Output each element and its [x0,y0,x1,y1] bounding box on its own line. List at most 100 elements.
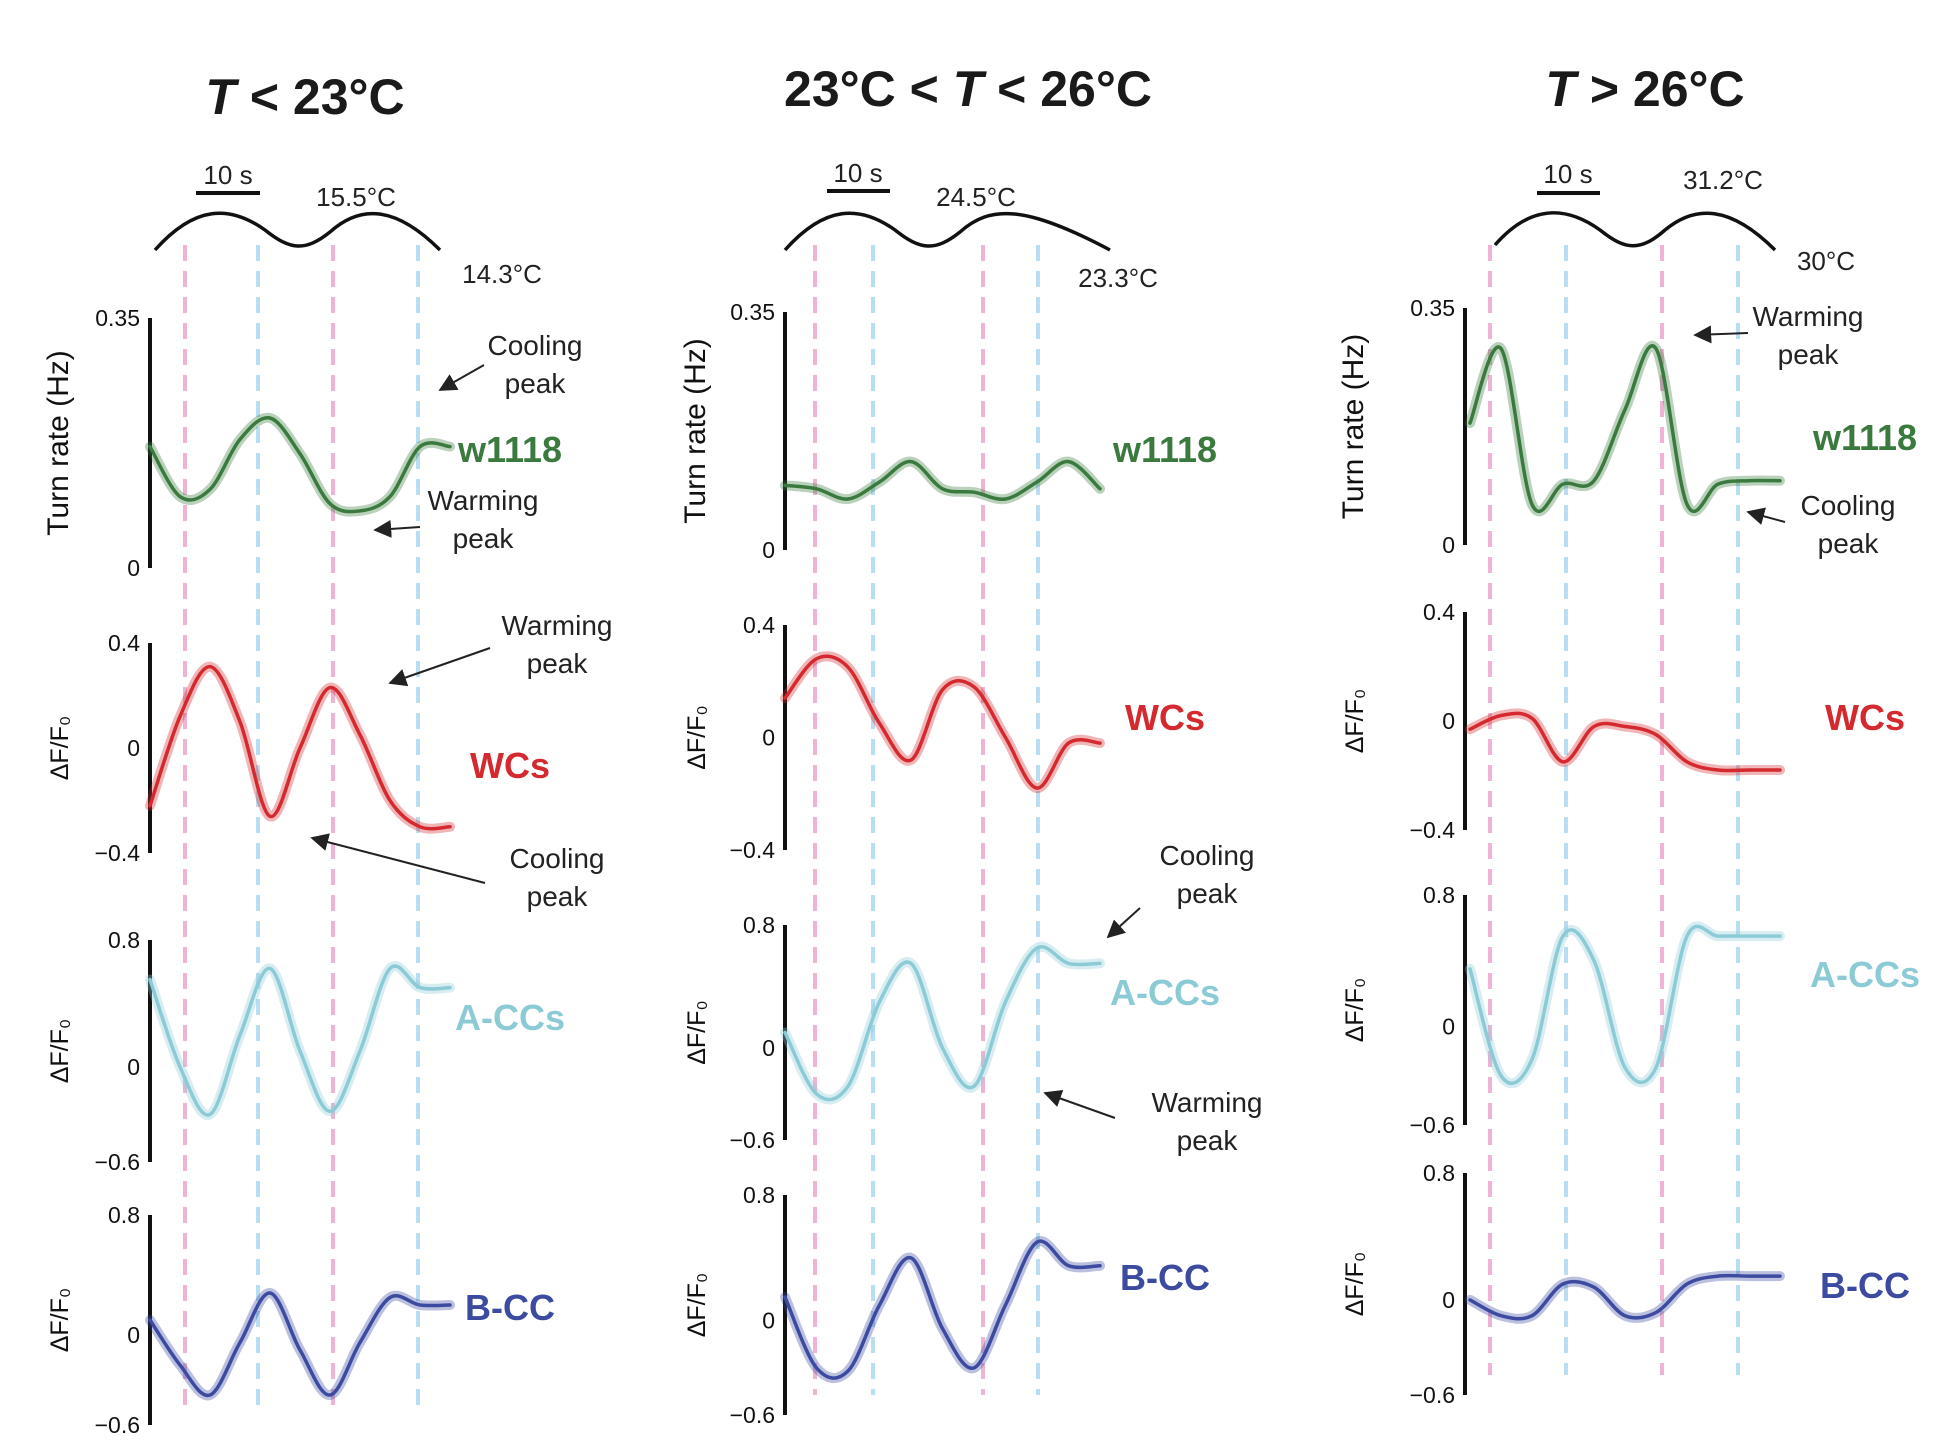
stimulus-curve-1 [153,211,442,252]
y-tick-label: 0.8 [108,927,140,953]
trace-w1118 [1468,344,1782,514]
trace-error-band [1465,1270,1785,1324]
annotation-arrow [438,364,485,391]
y-tick-label: 0 [127,735,140,761]
annotation-text: peak [1778,339,1840,370]
annotation-text: peak [453,523,515,554]
panel-title-1: T < 23°C [205,69,404,125]
stim-min-label-2: 23.3°C [1078,263,1158,293]
annotation-text: Cooling [1801,490,1896,521]
y-tick-label: 0 [1442,708,1455,734]
annotation-arrow [1043,1089,1116,1119]
y-tick-label: 0 [1442,1013,1455,1039]
panel-title-3: T > 26°C [1545,61,1744,117]
annotation-cooling-1: Cooling peak [438,330,583,399]
y-tick-label: 0 [127,1054,140,1080]
annotation-text: Cooling [488,330,583,361]
trace-wcs [148,664,452,831]
y-axis-label: ΔF/F₀ [683,1000,711,1065]
y-tick-label: −0.6 [95,1149,140,1175]
y-axis-label: ΔF/F₀ [46,1288,74,1353]
annotation-cooling-4: Cooling peak [1746,490,1896,559]
series-label: B-CC [1820,1265,1910,1306]
y-tick-label: 0.8 [108,1202,140,1228]
trace-a-ccs [148,964,452,1117]
series-label: w1118 [457,429,562,470]
stimulus-curve-3 [1493,211,1777,252]
trace-error-band [1465,921,1785,1089]
y-axis-label: Turn rate (Hz) [42,350,75,536]
annotation-arrow [1106,907,1141,939]
trace-a-ccs [1468,924,1782,1086]
y-axis-label: ΔF/F₀ [1341,1252,1369,1317]
annotation-text: Warming [502,610,613,641]
annotation-text: peak [1177,1125,1239,1156]
stim-max-label-1: 15.5°C [316,182,396,212]
stim-max-label-2: 24.5°C [936,182,1016,212]
y-tick-label: −0.6 [730,1402,775,1428]
stimulus-2: 10 s 24.5°C 23.3°C [783,158,1158,293]
y-tick-label: −0.6 [1410,1112,1455,1138]
phase-markers [183,245,1740,1405]
axes: 0 0.35 Turn rate (Hz) 0.4 0 −0.4 ΔF/F₀ 0.8 0 −0.6… [42,295,1467,1438]
trace-a-ccs [783,944,1102,1102]
y-axis-label: Turn rate (Hz) [679,338,712,524]
annotation-text: Warming [428,485,539,516]
series-label: A-CCs [1810,954,1920,995]
series-label: w1118 [1812,417,1917,458]
series-label: B-CC [1120,1257,1210,1298]
y-tick-label: 0 [762,725,775,751]
y-tick-label: −0.4 [1410,817,1456,843]
annotation-arrow [388,647,491,687]
stimulus-curve-2 [783,211,1111,252]
series-label: WCs [470,745,550,786]
y-tick-label: 0.35 [730,299,775,325]
trace-error-band [780,941,1105,1105]
y-axis-label: ΔF/F₀ [46,716,74,781]
annotation-warming-2: Warming peak [388,610,613,687]
annotation-arrow [1746,507,1786,525]
annotation-text: Warming [1753,301,1864,332]
y-tick-label: 0.8 [1423,1160,1455,1186]
annotation-text: peak [1818,528,1880,559]
annotation-text: Warming [1152,1087,1263,1118]
stim-min-label-1: 14.3°C [462,259,542,289]
series-label: WCs [1125,697,1205,738]
annotation-warming-3: Warming peak [1043,1087,1263,1156]
y-tick-label: 0 [127,1322,140,1348]
annotation-text: peak [527,648,589,679]
y-tick-label: 0.35 [95,305,140,331]
trace-error-band [1465,708,1785,776]
y-axis-label: ΔF/F₀ [1341,978,1369,1043]
y-tick-label: 0.4 [108,630,140,656]
y-tick-label: 0.8 [743,912,775,938]
trace-b-cc [1468,1273,1782,1321]
y-axis-label: ΔF/F₀ [683,705,711,770]
y-tick-label: 0.8 [1423,882,1455,908]
y-tick-label: 0 [762,1035,775,1061]
stimulus-1: 10 s 15.5°C 14.3°C [153,160,542,289]
panel-title-2: 23°C < T < 26°C [784,61,1152,117]
y-tick-label: 0 [762,1308,775,1334]
series-label: B-CC [465,1287,555,1328]
y-tick-label: 0 [762,537,775,563]
stim-min-label-3: 30°C [1797,246,1855,276]
annotation-cooling-2: Cooling peak [310,833,604,912]
scale-bar-label-3: 10 s [1543,159,1592,189]
y-tick-label: −0.4 [730,837,776,863]
y-tick-label: −0.4 [95,840,141,866]
y-tick-label: −0.6 [1410,1382,1455,1408]
y-tick-label: −0.6 [730,1127,775,1153]
y-tick-label: 0 [1442,532,1455,558]
y-tick-label: 0.8 [743,1182,775,1208]
y-tick-label: 0.35 [1410,295,1455,321]
y-tick-label: 0.4 [1423,599,1455,625]
annotation-text: peak [1177,878,1239,909]
y-axis-label: Turn rate (Hz) [1337,334,1370,520]
y-tick-label: 0 [127,555,140,581]
trace-wcs [1468,711,1782,773]
trace-b-cc [148,1291,452,1398]
y-axis-label: ΔF/F₀ [46,1019,74,1084]
annotation-cooling-3: Cooling peak [1106,840,1254,939]
y-tick-label: 0 [1442,1287,1455,1313]
